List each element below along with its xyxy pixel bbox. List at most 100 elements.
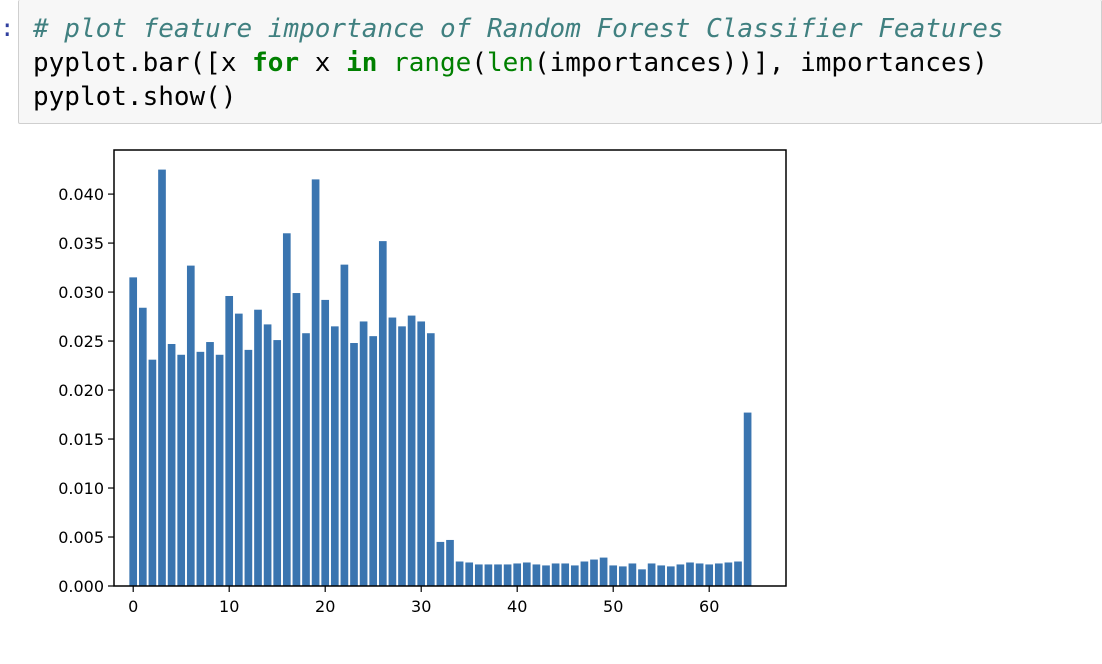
bar <box>542 565 550 586</box>
code-token: x <box>299 48 347 78</box>
bar <box>695 563 704 586</box>
bar <box>426 333 435 586</box>
y-tick-label: 0.010 <box>58 479 104 498</box>
bar <box>292 293 301 586</box>
bar <box>244 349 253 586</box>
code-token: pyplot.show() <box>33 82 237 112</box>
y-tick-label: 0.005 <box>58 528 104 547</box>
bar <box>666 566 675 586</box>
code-line-1: # plot feature importance of Random Fore… <box>33 14 1004 44</box>
bar <box>177 354 186 586</box>
code-token: # plot feature importance of Random Fore… <box>33 14 1004 44</box>
bar <box>321 299 330 586</box>
bar <box>302 333 310 586</box>
bar <box>474 564 483 586</box>
bar <box>388 317 397 586</box>
bar <box>330 326 339 586</box>
y-tick-label: 0.025 <box>58 332 104 351</box>
bar <box>340 264 349 586</box>
bar <box>378 241 387 586</box>
bar <box>714 563 723 586</box>
bar <box>484 564 493 586</box>
bar <box>647 563 656 586</box>
code-token: for <box>252 48 300 78</box>
x-tick-label: 60 <box>699 597 719 616</box>
x-tick-label: 50 <box>603 597 623 616</box>
bar <box>513 563 522 586</box>
code-token: range <box>393 48 472 78</box>
bar <box>129 277 138 586</box>
y-tick-label: 0.015 <box>58 430 104 449</box>
bar <box>570 565 579 586</box>
bar <box>234 313 243 586</box>
bar <box>407 315 416 586</box>
bar <box>167 343 176 586</box>
bar <box>273 340 282 586</box>
bar <box>503 564 512 586</box>
bar <box>350 343 358 586</box>
x-tick-label: 10 <box>219 597 239 616</box>
bar <box>599 557 608 586</box>
bar <box>436 541 445 586</box>
bar <box>359 321 368 586</box>
bar <box>590 559 598 586</box>
bar <box>417 321 426 586</box>
code-line-2: pyplot.bar([x for x in range(len(importa… <box>33 48 988 78</box>
y-tick-label: 0.040 <box>58 185 104 204</box>
bars-group <box>129 169 752 587</box>
cell-prompt: : <box>0 14 15 42</box>
bar <box>369 336 378 586</box>
bar <box>561 563 570 586</box>
bar <box>628 563 637 586</box>
bar <box>676 564 685 586</box>
bar <box>465 562 474 586</box>
x-tick-label: 30 <box>411 597 431 616</box>
bar <box>657 565 666 586</box>
bar-chart: 0.000 0.005 0.010 0.015 0.020 0.025 0.030 0.035… <box>58 149 787 616</box>
y-tick-label: 0.020 <box>58 381 104 400</box>
bar <box>532 564 541 586</box>
output-plot: 0.000 0.005 0.010 0.015 0.020 0.025 0.030 0.035… <box>0 130 820 660</box>
bar <box>158 169 166 586</box>
code-token: len <box>487 48 534 78</box>
bar <box>494 564 502 586</box>
plot-frame <box>113 149 787 587</box>
bar <box>580 561 589 586</box>
y-axis: 0.000 0.005 0.010 0.015 0.020 0.025 0.030 0.035… <box>58 185 114 596</box>
bar <box>551 563 560 586</box>
bar <box>263 324 272 586</box>
bar <box>638 569 646 586</box>
bar <box>743 412 752 586</box>
y-tick-label: 0.030 <box>58 283 104 302</box>
bar <box>522 562 531 586</box>
x-axis: 0 10 20 30 40 50 60 <box>128 586 719 616</box>
bar <box>186 265 195 586</box>
bar <box>398 326 406 586</box>
y-tick-label: 0.000 <box>58 577 104 596</box>
bar <box>148 359 157 586</box>
bar <box>455 561 464 586</box>
bar <box>705 564 714 586</box>
bar <box>282 233 291 587</box>
bar <box>206 342 214 586</box>
code-cell[interactable]: # plot feature importance of Random Fore… <box>18 0 1102 124</box>
code-token: (importances))], importances) <box>533 48 988 78</box>
bar <box>225 295 234 586</box>
x-tick-label: 20 <box>315 597 335 616</box>
code-token: ( <box>471 48 487 78</box>
code-token: in <box>346 48 378 78</box>
bar <box>446 539 454 586</box>
code-token: pyplot.bar([x <box>33 48 253 78</box>
bar <box>311 179 320 586</box>
bar <box>609 565 618 586</box>
bar <box>138 307 147 586</box>
bar <box>686 562 694 586</box>
x-tick-label: 40 <box>507 597 527 616</box>
x-tick-label: 0 <box>128 597 138 616</box>
bar <box>734 561 742 586</box>
code-token <box>377 48 393 78</box>
bar <box>215 354 224 586</box>
code-line-3: pyplot.show() <box>33 82 237 112</box>
bar <box>724 562 733 586</box>
y-tick-label: 0.035 <box>58 234 104 253</box>
